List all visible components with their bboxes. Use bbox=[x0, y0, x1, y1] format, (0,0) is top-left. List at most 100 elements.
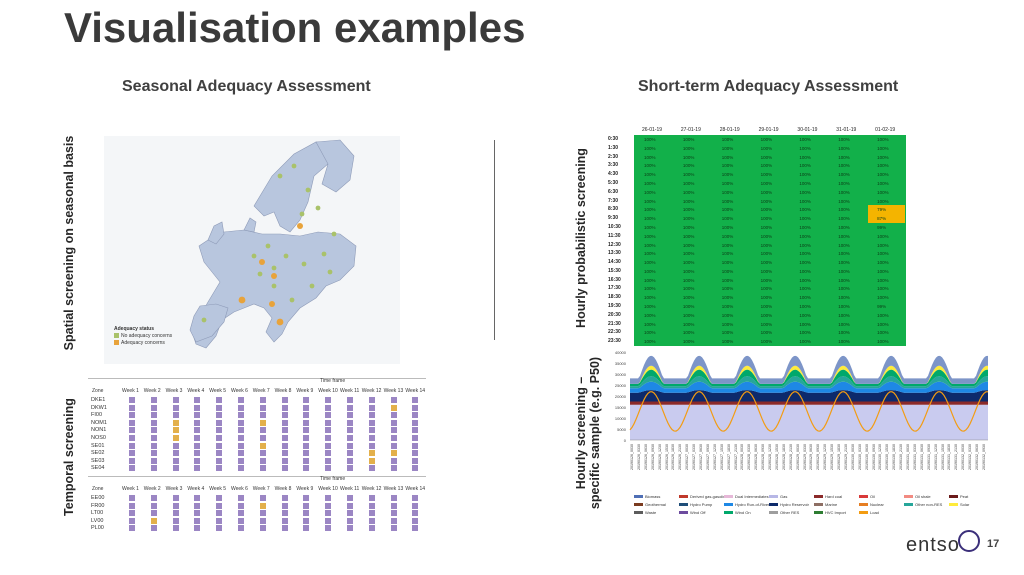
date-header: 26-01-19 bbox=[642, 127, 663, 133]
time-label: 2:30 bbox=[608, 153, 619, 160]
status-cell bbox=[194, 404, 201, 411]
status-cell bbox=[238, 525, 244, 532]
probability-value: 100% bbox=[760, 277, 773, 283]
legend-item: Hydro Pump bbox=[679, 502, 712, 507]
status-cell bbox=[150, 525, 157, 532]
status-cell bbox=[172, 495, 179, 501]
legend-item: Solar bbox=[949, 502, 969, 507]
x-tick-label: 20190132_0030 bbox=[961, 444, 966, 470]
date-header: 01-02-19 bbox=[875, 127, 896, 133]
x-tick-label: 20190132_0330 bbox=[968, 444, 973, 470]
map-legend-title: Adequacy status bbox=[114, 326, 155, 332]
week-header-cell: Week 13 bbox=[383, 388, 404, 394]
temporal-table-baltic: Time frame Zone Week 1 Week 2 Week 3 Week 4 W… bbox=[88, 476, 426, 532]
week-header-cell: Week 6 bbox=[231, 388, 248, 394]
probability-value: 100% bbox=[799, 295, 811, 301]
status-cell bbox=[390, 435, 397, 441]
legend-item: Oil bbox=[859, 494, 875, 499]
probability-value: 100% bbox=[877, 180, 889, 186]
probability-value: 100% bbox=[760, 321, 773, 327]
probability-value: 100% bbox=[644, 242, 656, 248]
week-header-cell: Week 1 bbox=[122, 388, 139, 394]
date-header: 28-01-19 bbox=[719, 127, 740, 133]
week-header-cell: Week 2 bbox=[143, 486, 161, 492]
legend-label: Solar bbox=[960, 502, 970, 507]
status-cell bbox=[347, 465, 353, 472]
legend-label: Hydro Reservoir bbox=[780, 502, 809, 507]
zone-header: Zone bbox=[92, 388, 104, 394]
status-cell bbox=[390, 495, 397, 501]
probability-value: 100% bbox=[877, 268, 889, 274]
time-label: 7:30 bbox=[608, 197, 619, 204]
probability-value: 100% bbox=[877, 251, 889, 257]
probability-value: 99% bbox=[877, 304, 887, 310]
band-hydro-reservoir bbox=[630, 390, 988, 402]
map-legend-item-ok: No adequacy concerns bbox=[114, 333, 172, 340]
legend-label: Other non-RES bbox=[915, 502, 943, 507]
warning-cell bbox=[868, 214, 905, 223]
time-label: 15:30 bbox=[608, 267, 621, 274]
probability-value: 100% bbox=[682, 330, 695, 336]
status-cell bbox=[390, 397, 397, 403]
europe-map-shape bbox=[189, 139, 357, 349]
status-cell bbox=[368, 435, 375, 441]
x-tick-label: 20190130_1530 bbox=[885, 444, 890, 470]
probability-value: 100% bbox=[721, 163, 734, 169]
zone-row: NOS0 bbox=[88, 434, 426, 442]
probability-value: 100% bbox=[838, 321, 850, 327]
x-tick-label: 20190127_1830 bbox=[726, 444, 731, 470]
legend-swatch bbox=[859, 503, 868, 507]
status-cell bbox=[368, 442, 375, 449]
status-cell bbox=[325, 495, 332, 501]
probability-value: 100% bbox=[838, 304, 850, 310]
zone-row: FR00 bbox=[88, 502, 426, 510]
x-tick-label: 20190132_0930 bbox=[981, 444, 986, 470]
status-cell bbox=[129, 465, 135, 472]
probability-value: 100% bbox=[799, 207, 811, 213]
status-cell bbox=[238, 465, 244, 472]
probability-value: 100% bbox=[682, 312, 695, 318]
y-tick-label: 30000 bbox=[614, 372, 626, 377]
legend-swatch bbox=[634, 495, 643, 499]
probability-value: 100% bbox=[838, 339, 850, 345]
section-divider bbox=[494, 140, 495, 340]
probability-value: 100% bbox=[760, 137, 773, 142]
map-legend-item-concern: Adequacy concerns bbox=[114, 340, 172, 347]
x-tick-label: 20190129_0330 bbox=[802, 444, 807, 470]
europe-map: Adequacy status No adequacy concerns Ade… bbox=[104, 136, 400, 364]
status-cell bbox=[325, 427, 332, 434]
legend-swatch bbox=[814, 495, 823, 499]
probability-value: 100% bbox=[682, 233, 695, 239]
probability-value: 100% bbox=[682, 304, 695, 310]
probability-value: 100% bbox=[644, 295, 656, 301]
status-cell bbox=[303, 457, 310, 464]
probability-value: 100% bbox=[721, 145, 734, 151]
probability-value: 100% bbox=[682, 145, 695, 151]
probability-value: 100% bbox=[682, 198, 695, 204]
zone-row: SE01 bbox=[88, 442, 426, 450]
probability-value: 100% bbox=[644, 180, 656, 186]
status-cell bbox=[303, 465, 310, 472]
probability-value: 100% bbox=[877, 189, 889, 195]
probability-value: 100% bbox=[760, 295, 773, 301]
status-cell bbox=[325, 502, 332, 509]
probability-value: 100% bbox=[644, 321, 656, 327]
status-cell bbox=[325, 510, 332, 517]
probability-value: 100% bbox=[799, 277, 811, 283]
probability-value: 100% bbox=[721, 180, 734, 186]
status-cell bbox=[194, 517, 201, 524]
status-cell bbox=[412, 427, 419, 434]
status-cell bbox=[194, 397, 201, 403]
zone-label: SE01 bbox=[91, 442, 105, 449]
time-label: 23:30 bbox=[608, 338, 621, 345]
band-biomass bbox=[630, 355, 988, 384]
status-cell bbox=[325, 419, 332, 426]
status-cell bbox=[325, 525, 332, 532]
status-cell bbox=[390, 419, 397, 426]
legend-item: Load bbox=[859, 510, 879, 515]
status-cell bbox=[150, 435, 157, 441]
week-header: Zone Week 1 Week 2 Week 3 Week 4 Week 5 Week 6… bbox=[92, 486, 426, 493]
status-cell bbox=[172, 510, 179, 517]
probability-value: 100% bbox=[838, 145, 850, 151]
x-tick-label: 20190129_2130 bbox=[843, 444, 848, 470]
